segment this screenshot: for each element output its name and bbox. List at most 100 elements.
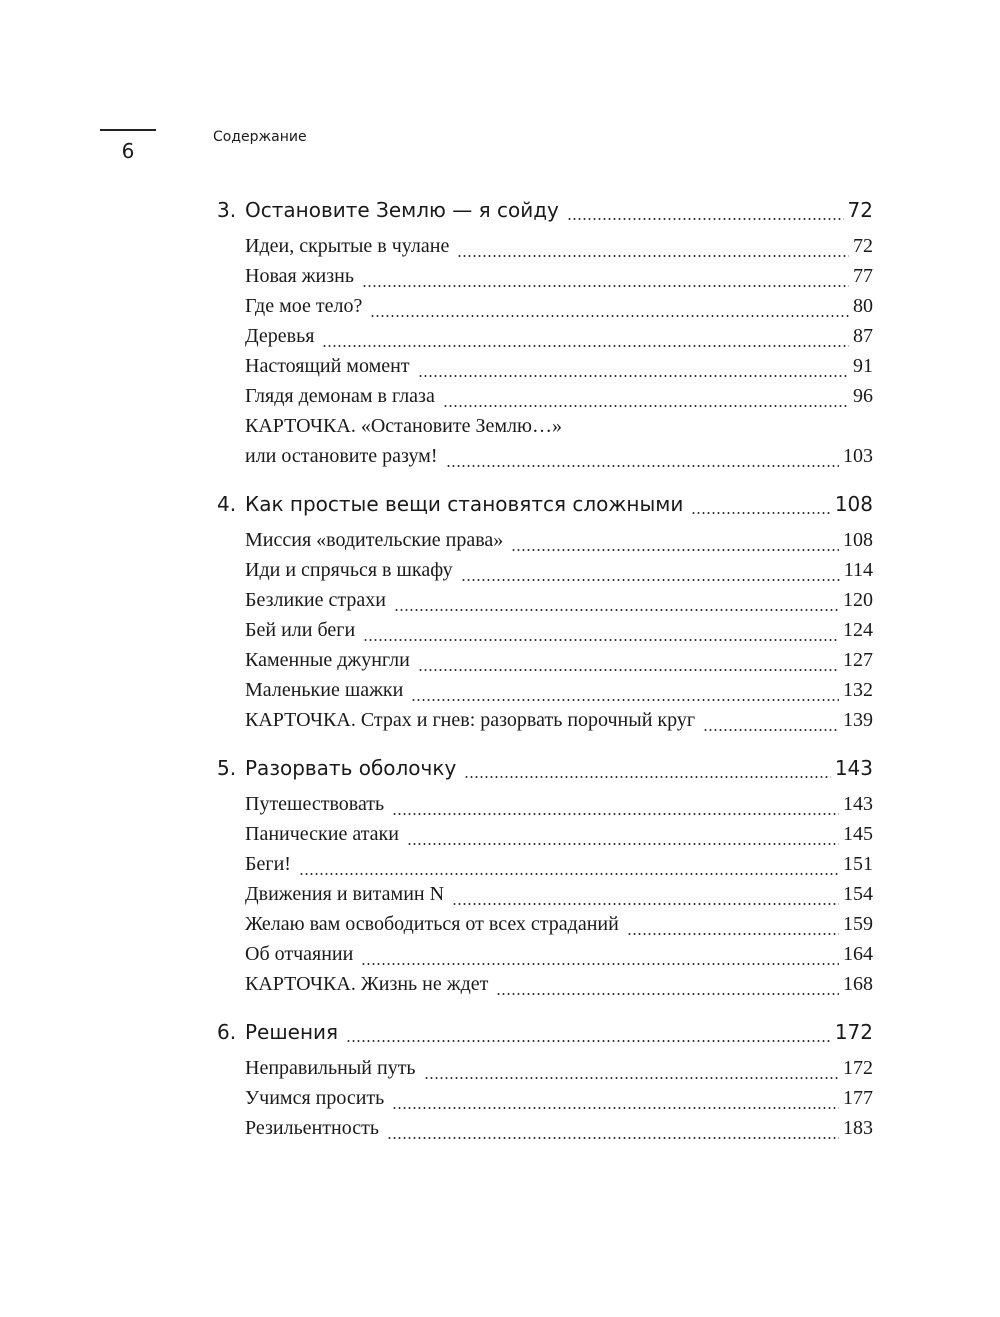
entry-page: 151 bbox=[843, 853, 873, 875]
chapter-title: Разорвать оболочку bbox=[245, 756, 457, 780]
chapter-page: 108 bbox=[834, 492, 873, 516]
dot-leader bbox=[392, 813, 839, 815]
entry-page: 124 bbox=[843, 619, 873, 641]
dot-leader bbox=[361, 285, 849, 287]
toc-entry: Глядя демонам в глаза 96 bbox=[245, 385, 873, 415]
dot-leader bbox=[691, 512, 831, 514]
toc-entry: Движения и витамин N 154 bbox=[245, 883, 873, 913]
entry-page: 177 bbox=[843, 1087, 873, 1109]
entry-page: 120 bbox=[843, 589, 873, 611]
dot-leader bbox=[703, 729, 839, 731]
dot-leader bbox=[496, 993, 839, 995]
chapter-page: 172 bbox=[834, 1020, 873, 1044]
entry-page: 139 bbox=[843, 709, 873, 731]
dot-leader bbox=[445, 465, 839, 467]
toc-entry: Миссия «водительские права» 108 bbox=[245, 529, 873, 559]
dot-leader bbox=[423, 1077, 839, 1079]
dot-leader bbox=[464, 776, 831, 778]
entry-page: 127 bbox=[843, 649, 873, 671]
chapter-heading: 4. Как простые вещи становятся сложными 10… bbox=[217, 492, 873, 522]
dot-leader bbox=[457, 255, 849, 257]
entry-title: Об отчаянии bbox=[245, 943, 354, 965]
dot-leader bbox=[346, 1040, 831, 1042]
toc-chapter: 5. Разорвать оболочку 143 Путешествовать 143… bbox=[217, 756, 873, 1003]
page-number: 6 bbox=[121, 139, 135, 163]
dot-leader bbox=[363, 639, 839, 641]
chapter-heading: 5. Разорвать оболочку 143 bbox=[217, 756, 873, 786]
entry-title: Желаю вам освободиться от всех страданий bbox=[245, 913, 619, 935]
toc-entry: Настоящий момент 91 bbox=[245, 355, 873, 385]
chapter-heading: 6. Решения 172 bbox=[217, 1020, 873, 1050]
toc-chapter: 4. Как простые вещи становятся сложными 10… bbox=[217, 492, 873, 739]
entry-page: 114 bbox=[843, 559, 873, 581]
toc-entry: Панические атаки 145 bbox=[245, 823, 873, 853]
entry-title: Настоящий момент bbox=[245, 355, 410, 377]
entry-title: Резильентность bbox=[245, 1117, 379, 1139]
entry-page: 80 bbox=[853, 295, 873, 317]
entry-title: Деревья bbox=[245, 325, 315, 347]
chapter-number: 3. bbox=[217, 198, 237, 222]
running-title: Содержание bbox=[213, 129, 307, 145]
entry-title: или остановите разум! bbox=[245, 445, 438, 467]
entry-page: 108 bbox=[843, 529, 873, 551]
entry-page: 168 bbox=[843, 973, 873, 995]
entry-page: 96 bbox=[853, 385, 873, 407]
dot-leader bbox=[511, 549, 839, 551]
entry-title: Бей или беги bbox=[245, 619, 356, 641]
dot-leader bbox=[361, 963, 839, 965]
entry-title: Панические атаки bbox=[245, 823, 399, 845]
dot-leader bbox=[417, 669, 839, 671]
dot-leader bbox=[452, 903, 839, 905]
entry-title: КАРТОЧКА. Жизнь не ждет bbox=[245, 973, 489, 995]
entry-page: 143 bbox=[843, 793, 873, 815]
toc-entry: Безликие страхи 120 bbox=[245, 589, 873, 619]
toc-chapter: 6. Решения 172 Неправильный путь 172 Учимся п… bbox=[217, 1020, 873, 1147]
entry-title: Миссия «водительские права» bbox=[245, 529, 504, 551]
dot-leader bbox=[298, 873, 839, 875]
dot-leader bbox=[392, 1107, 839, 1109]
entry-title: Глядя демонам в глаза bbox=[245, 385, 435, 407]
dot-leader bbox=[626, 933, 839, 935]
toc-entry: Неправильный путь 172 bbox=[245, 1057, 873, 1087]
entry-page: 87 bbox=[853, 325, 873, 347]
entry-page: 132 bbox=[843, 679, 873, 701]
entry-title: Каменные джунгли bbox=[245, 649, 410, 671]
entry-title: Беги! bbox=[245, 853, 291, 875]
entry-title: Новая жизнь bbox=[245, 265, 354, 287]
entry-page: 91 bbox=[853, 355, 873, 377]
dot-leader bbox=[370, 315, 849, 317]
chapter-number: 4. bbox=[217, 492, 237, 516]
chapter-page: 72 bbox=[847, 198, 873, 222]
toc-entry: или остановите разум! 103 bbox=[245, 445, 873, 475]
dot-leader bbox=[406, 843, 839, 845]
entry-title: Идеи, скрытые в чулане bbox=[245, 235, 450, 257]
chapter-heading: 3. Остановите Землю — я сойду 72 bbox=[217, 198, 873, 228]
dot-leader bbox=[460, 579, 840, 581]
toc-entry: Новая жизнь 77 bbox=[245, 265, 873, 295]
toc-entry: Маленькие шажки 132 bbox=[245, 679, 873, 709]
toc-chapter: 3. Остановите Землю — я сойду 72 Идеи, скры… bbox=[217, 198, 873, 475]
toc-entry: Иди и спрячься в шкафу 114 bbox=[245, 559, 873, 589]
entry-title: Где мое тело? bbox=[245, 295, 363, 317]
entry-title: КАРТОЧКА. Страх и гнев: разорвать порочн… bbox=[245, 709, 696, 731]
dot-leader bbox=[566, 218, 844, 220]
entry-page: 77 bbox=[853, 265, 873, 287]
entry-title: Иди и спрячься в шкафу bbox=[245, 559, 453, 581]
chapter-title: Как простые вещи становятся сложными bbox=[245, 492, 684, 516]
entry-title: Маленькие шажки bbox=[245, 679, 404, 701]
entry-page: 183 bbox=[843, 1117, 873, 1139]
entry-page: 103 bbox=[843, 445, 873, 467]
chapter-page: 143 bbox=[834, 756, 873, 780]
toc-entry: Об отчаянии 164 bbox=[245, 943, 873, 973]
toc-entry: Беги! 151 bbox=[245, 853, 873, 883]
dot-leader bbox=[411, 699, 839, 701]
toc-entry: Резильентность 183 bbox=[245, 1117, 873, 1147]
entry-title: Учимся просить bbox=[245, 1087, 385, 1109]
toc-entry: КАРТОЧКА. Жизнь не ждет 168 bbox=[245, 973, 873, 1003]
toc-entry: КАРТОЧКА. «Остановите Землю…» bbox=[245, 415, 873, 445]
toc-entry: Учимся просить 177 bbox=[245, 1087, 873, 1117]
entry-title: КАРТОЧКА. «Остановите Землю…» bbox=[245, 415, 562, 437]
entry-title: Неправильный путь bbox=[245, 1057, 416, 1079]
entry-page: 159 bbox=[843, 913, 873, 935]
entry-page: 164 bbox=[843, 943, 873, 965]
